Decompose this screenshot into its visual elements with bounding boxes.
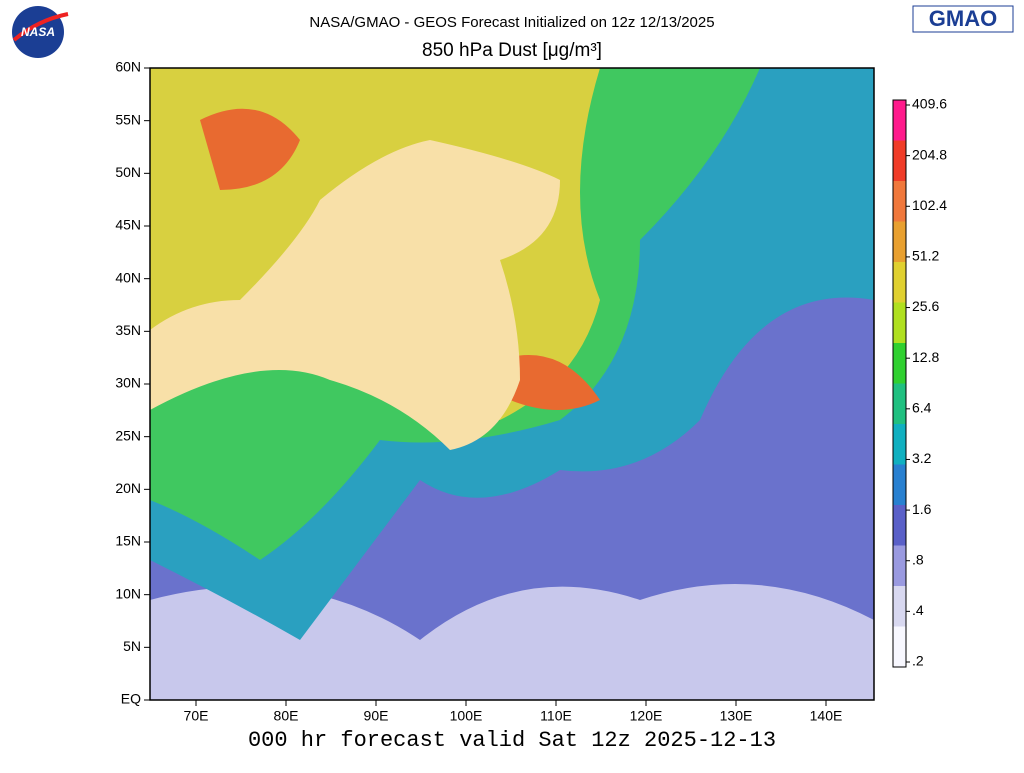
colorbar-label: 3.2 — [912, 450, 932, 466]
colorbar-label: .4 — [912, 602, 924, 618]
colorbar-band — [893, 505, 906, 546]
colorbar-label: 102.4 — [912, 197, 947, 213]
nasa-swoosh — [12, 12, 69, 42]
colorbar-band — [893, 140, 906, 182]
colorbar-band — [893, 464, 906, 506]
lon-label: 130E — [720, 708, 753, 724]
lat-label: 25N — [115, 427, 141, 443]
lat-label: 20N — [115, 480, 141, 496]
lon-axis: 70E 80E 90E 100E 110E 120E 130E 140E — [184, 700, 843, 724]
colorbar-label: 12.8 — [912, 349, 939, 365]
lon-label: 80E — [274, 708, 299, 724]
colorbar-band — [893, 626, 906, 668]
colorbar-label: .8 — [912, 551, 924, 567]
lon-label: 70E — [184, 708, 209, 724]
colorbar-band — [893, 545, 906, 587]
colorbar-band — [893, 100, 906, 141]
lat-axis: 60N 55N 50N 45N 40N 35N 30N 25N 20N 15N 10N 5N EQ — [115, 59, 150, 707]
colorbar: 409.6 204.8 102.4 51.2 25.6 12.8 6.4 3.2 1.6 .8 .4… — [892, 96, 947, 669]
lat-label: 55N — [115, 111, 141, 127]
lat-label: EQ — [121, 691, 141, 707]
map — [149, 67, 875, 701]
lon-label: 90E — [364, 708, 389, 724]
colorbar-band — [893, 586, 906, 627]
nasa-text: NASA — [21, 25, 55, 39]
colorbar-band — [893, 181, 906, 222]
lat-label: 10N — [115, 585, 141, 601]
lon-label: 110E — [540, 708, 572, 724]
dust-low — [150, 584, 874, 700]
lon-label: 140E — [810, 708, 843, 724]
colorbar-band — [893, 221, 906, 263]
lat-label: 45N — [115, 217, 141, 233]
chart-title: 850 hPa Dust [μg/m³] — [422, 40, 602, 61]
colorbar-label: 1.6 — [912, 501, 932, 517]
colorbar-label: .2 — [912, 653, 924, 669]
colorbar-band — [893, 343, 906, 384]
colorbar-label: 409.6 — [912, 96, 947, 112]
lat-label: 5N — [123, 638, 141, 654]
colorbar-label: 25.6 — [912, 298, 939, 314]
footer: 000 hr forecast valid Sat 12z 2025-12-13 — [248, 728, 776, 753]
colorbar-band — [893, 262, 906, 303]
gmao-logo — [912, 5, 1014, 33]
dust-peak — [150, 140, 560, 450]
lat-label: 30N — [115, 375, 141, 391]
colorbar-label: 204.8 — [912, 146, 947, 162]
lat-label: 40N — [115, 269, 141, 285]
lon-label: 100E — [450, 708, 483, 724]
header-line: NASA/GMAO - GEOS Forecast Initialized on… — [309, 14, 714, 31]
colorbar-label: 6.4 — [912, 400, 932, 416]
lat-label: 50N — [115, 164, 141, 180]
gmao-text: GMAO — [929, 6, 997, 31]
colorbar-label: 51.2 — [912, 248, 939, 264]
lon-label: 120E — [630, 708, 663, 724]
colorbar-band — [893, 383, 906, 425]
colorbar-band — [893, 302, 906, 344]
lat-label: 35N — [115, 322, 141, 338]
colorbar-frame — [892, 99, 907, 668]
lat-label: 15N — [115, 533, 141, 549]
lat-label: 60N — [115, 59, 141, 75]
colorbar-band — [893, 424, 906, 465]
